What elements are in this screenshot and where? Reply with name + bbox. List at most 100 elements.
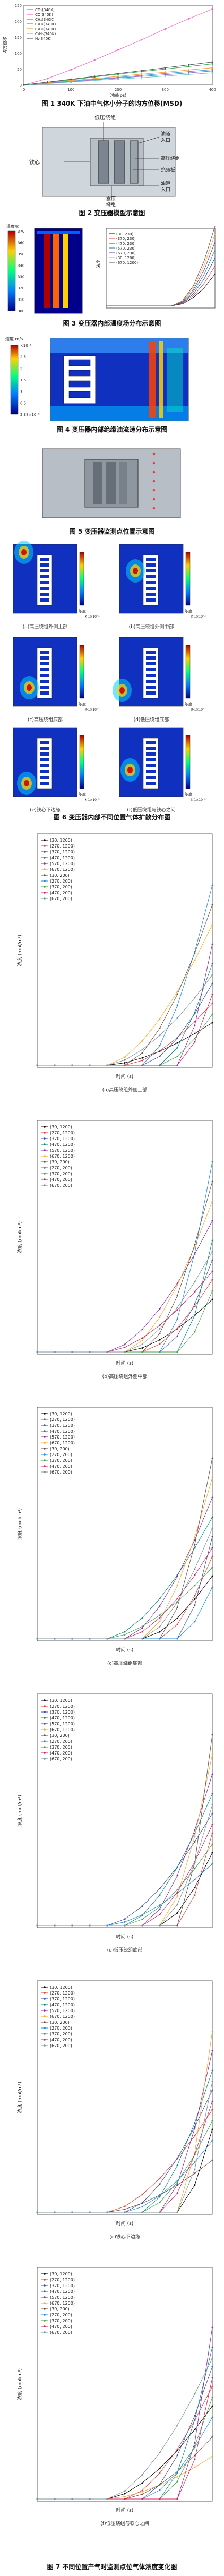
panel-coil — [40, 569, 49, 572]
panel-winding — [37, 738, 53, 789]
legend-marker — [44, 1459, 46, 1461]
data-point — [211, 1575, 213, 1577]
data-point — [71, 1638, 73, 1640]
temperature-field-figure: 温度/K 370 360 350 340 330 320 310 300 浓度 (30, 230… — [6, 224, 216, 314]
legend-label: (570, 1200) — [50, 2295, 75, 2300]
label-inlet-bot: 入口 — [161, 187, 170, 193]
legend-label: (470, 200) — [50, 1177, 72, 1182]
data-point — [164, 72, 166, 74]
data-point — [124, 2205, 126, 2207]
data-point — [194, 2441, 196, 2443]
data-point — [159, 1614, 161, 1616]
legend-marker — [44, 1752, 46, 1754]
data-point — [176, 1318, 178, 1320]
panel-colorbar-title: 浓度 — [79, 609, 86, 613]
data-point — [176, 1307, 178, 1309]
panel-coil — [146, 741, 156, 744]
data-point — [106, 1638, 108, 1640]
data-point — [159, 1631, 161, 1633]
data-point — [106, 1351, 108, 1353]
legend-marker — [44, 2015, 46, 2017]
data-point — [141, 1052, 143, 1054]
data-point — [194, 1536, 196, 1538]
legend-marker — [44, 1465, 46, 1467]
oil-velocity-figure: 速度 m/s ×10⁻³ 2.5 2 1.5 1 0.5 2.38×10⁻⁵ — [5, 336, 189, 421]
data-point — [159, 1351, 161, 1353]
legend-label: (30, 200) — [50, 2020, 70, 2025]
monitor-point — [152, 452, 156, 456]
data-point — [141, 1625, 143, 1628]
legend-marker — [44, 2021, 46, 2023]
data-point — [188, 64, 190, 66]
legend-label: (270, 200) — [50, 2026, 72, 2031]
diffusion-panel: 浓度K-1×10⁻³ (e)铁心下边缘 — [13, 727, 100, 813]
data-point — [211, 1547, 213, 1549]
data-point — [194, 1539, 196, 1541]
plume-core — [119, 687, 125, 694]
data-point — [194, 2153, 196, 2155]
y-tick-label: 200 — [15, 20, 22, 24]
data-point — [159, 1055, 161, 1057]
data-point — [176, 990, 178, 992]
data-point — [159, 2467, 161, 2469]
data-point — [176, 1875, 178, 1877]
legend-marker — [44, 2314, 46, 2316]
legend-marker — [44, 2325, 46, 2327]
data-point — [89, 1924, 91, 1927]
legend-label: (470, 200) — [50, 2324, 72, 2329]
data-point — [23, 84, 25, 86]
data-point — [211, 1180, 213, 1183]
data-point — [188, 73, 190, 75]
monitor-point — [152, 461, 156, 465]
data-point — [54, 2498, 56, 2500]
data-point — [211, 1496, 213, 1499]
data-point — [141, 1627, 143, 1629]
panel-winding — [143, 554, 159, 606]
panel-colorbar-title: 浓度 — [185, 609, 192, 613]
data-point — [141, 1049, 143, 1051]
x-axis-label: 时间(ps) — [110, 92, 127, 98]
velocity-colorbar-tick: 1 — [20, 390, 22, 394]
panel-y-label: 浓度 (mol/m³) — [16, 1795, 23, 1827]
coil-rect — [68, 359, 91, 366]
data-point — [188, 18, 190, 20]
data-point — [141, 76, 143, 79]
data-point — [188, 71, 190, 73]
data-point — [54, 1924, 56, 1927]
data-point — [176, 2181, 178, 2183]
data-point — [124, 1631, 126, 1633]
plume-core — [27, 684, 32, 691]
legend-label: H₂(340K) — [35, 37, 52, 41]
data-point — [211, 1734, 213, 1736]
legend-label: (470, 1200) — [50, 2002, 75, 2007]
legend-marker — [44, 1173, 46, 1175]
data-point — [93, 59, 96, 61]
panel-coil — [40, 668, 49, 671]
legend-label: (270, 1200) — [50, 844, 75, 849]
coil-rect — [68, 370, 91, 377]
data-point — [141, 1347, 143, 1349]
panel-coil — [146, 770, 156, 773]
legend-label: (570, 1200) — [50, 861, 75, 866]
panel-coil — [146, 569, 156, 572]
legend-label: (670, 200) — [50, 896, 72, 901]
legend-label: (370, 200) — [50, 885, 72, 889]
data-point — [54, 1064, 56, 1066]
data-point — [211, 2030, 213, 2032]
panel-coil — [40, 575, 49, 578]
data-point — [36, 1924, 38, 1927]
legend-label: (30, 200) — [50, 1733, 70, 1738]
data-point — [194, 2445, 196, 2447]
data-point — [124, 2493, 126, 2495]
data-point — [176, 1866, 178, 1868]
data-point — [194, 1032, 196, 1034]
legend-marker — [44, 1167, 46, 1169]
data-point — [194, 1894, 196, 1896]
data-point — [211, 1812, 213, 1815]
data-point — [159, 2201, 161, 2203]
data-point — [71, 2211, 73, 2213]
data-point — [159, 1343, 161, 1345]
data-point — [124, 1633, 126, 1636]
legend-label: (30, 200) — [50, 1447, 70, 1451]
panel-coil — [40, 741, 49, 744]
